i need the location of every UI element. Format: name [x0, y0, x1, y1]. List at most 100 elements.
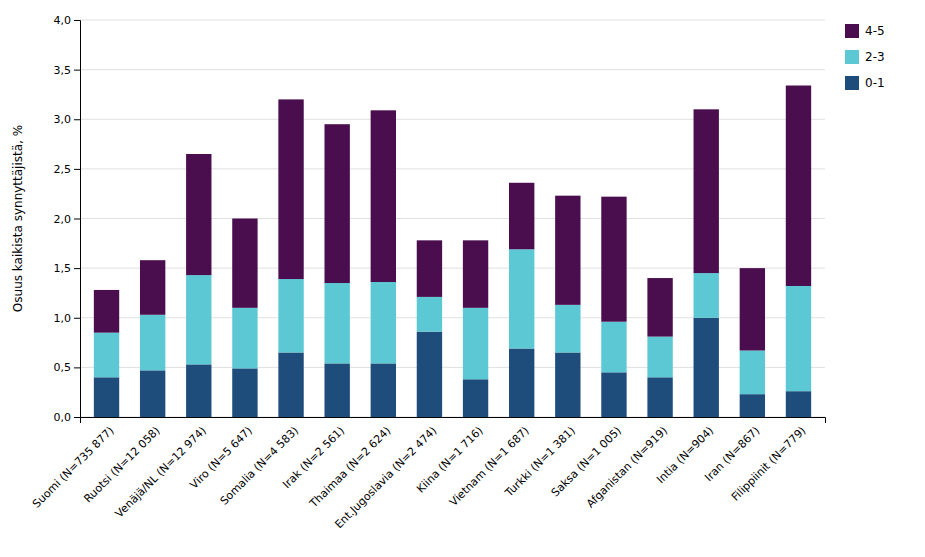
tick-label: 3,5 [54, 64, 72, 77]
bar [786, 86, 811, 286]
bar [509, 349, 534, 417]
legend-item: 2-3 [845, 50, 885, 64]
tick-label: 0,5 [54, 361, 72, 374]
bar [509, 183, 534, 249]
y-axis: 0,0 0,5 1,0 1,5 2,0 2,5 3,0 3,5 4,0 [54, 14, 81, 424]
bar [647, 377, 672, 417]
bar [278, 352, 303, 417]
bar [186, 364, 211, 417]
legend: 4-5 2-3 0-1 [845, 24, 885, 90]
bar [555, 305, 580, 353]
grid-line [80, 69, 825, 70]
series [94, 86, 811, 351]
axis-title: Osuus kaikista synnyttäjistä, % [11, 125, 25, 312]
bar [509, 249, 534, 348]
tick: Ruotsi (N=12 058) [81, 424, 162, 505]
tick-label: Thaimaa (N=2 624) [307, 424, 394, 511]
bars [94, 86, 811, 417]
bar [601, 197, 626, 322]
tick-mark [74, 268, 80, 269]
legend-swatch [845, 50, 859, 64]
tick: Afganistan (N=919) [584, 424, 670, 510]
bar [463, 379, 488, 417]
tick-label: Venäjä/NL (N=12 974) [113, 424, 209, 520]
tick-label: 0,0 [54, 411, 72, 424]
bar [371, 110, 396, 282]
bar [601, 372, 626, 417]
tick-label: Vietnam (N=1 687) [447, 424, 532, 509]
tick: Suomi (N=735 877) [30, 424, 117, 511]
tick-label: 3,0 [54, 113, 72, 126]
tick: Vietnam (N=1 687) [447, 424, 532, 509]
tick: 0,0 [54, 411, 81, 424]
grid [80, 20, 825, 417]
bar [278, 279, 303, 352]
bar [140, 315, 165, 371]
grid-line [80, 20, 825, 21]
tick-mark [74, 20, 80, 21]
bar [94, 333, 119, 378]
tick-mark [74, 119, 80, 120]
plot: 0,0 0,5 1,0 1,5 2,0 2,5 3,0 3,5 4,0 Suomi (N=735 … [30, 14, 826, 531]
bar [371, 363, 396, 417]
tick: 3,0 [54, 113, 81, 126]
legend-item: 4-5 [845, 24, 885, 38]
bar [694, 109, 719, 273]
chart: 0,0 0,5 1,0 1,5 2,0 2,5 3,0 3,5 4,0 Suomi (N=735 … [0, 0, 925, 557]
tick: 1,5 [54, 262, 81, 275]
legend-label: 2-3 [865, 50, 885, 64]
tick-label: Filippiinit (N=779) [729, 424, 809, 504]
legend-swatch [845, 24, 859, 38]
tick: 1,0 [54, 312, 81, 325]
bar [324, 124, 349, 283]
tick-label: Suomi (N=735 877) [30, 424, 117, 511]
tick: Venäjä/NL (N=12 974) [113, 424, 209, 520]
axis-line [81, 418, 826, 424]
bar [740, 268, 765, 350]
bar [417, 297, 442, 332]
tick-mark [74, 318, 80, 319]
tick-mark [74, 367, 80, 368]
bar [555, 196, 580, 305]
legend-item: 0-1 [845, 76, 885, 90]
bar [232, 308, 257, 369]
bar [232, 368, 257, 417]
bar [786, 286, 811, 391]
bar [740, 351, 765, 395]
bar [324, 283, 349, 363]
bar [694, 318, 719, 417]
tick-label: 2,0 [54, 213, 72, 226]
tick: 0,5 [54, 361, 81, 374]
tick-label: 1,0 [54, 312, 72, 325]
bar [463, 308, 488, 379]
bar [324, 363, 349, 417]
bar [278, 99, 303, 279]
bar [94, 377, 119, 417]
tick-label: 4,0 [54, 14, 72, 27]
tick: 2,0 [54, 213, 81, 226]
bar [647, 278, 672, 337]
legend-label: 0-1 [865, 76, 885, 90]
tick-label: 2,5 [54, 163, 72, 176]
bar [140, 260, 165, 315]
x-axis: Suomi (N=735 877)Ruotsi (N=12 058)Venäjä… [30, 418, 826, 532]
bar [94, 290, 119, 333]
tick: Thaimaa (N=2 624) [307, 424, 394, 511]
bar [232, 219, 257, 308]
tick: 2,5 [54, 163, 81, 176]
bar [186, 275, 211, 364]
bar [601, 322, 626, 373]
tick: Filippiinit (N=779) [729, 424, 809, 504]
bar [463, 240, 488, 307]
bar [555, 352, 580, 417]
bar [371, 282, 396, 363]
tick-mark [74, 417, 80, 418]
bar [417, 332, 442, 417]
tick: 3,5 [54, 64, 81, 77]
bar [786, 391, 811, 417]
legend-swatch [845, 76, 859, 90]
tick-label: 1,5 [54, 262, 72, 275]
bar [417, 240, 442, 297]
tick: Somalia (N=4 583) [218, 424, 301, 507]
tick-mark [74, 70, 80, 71]
